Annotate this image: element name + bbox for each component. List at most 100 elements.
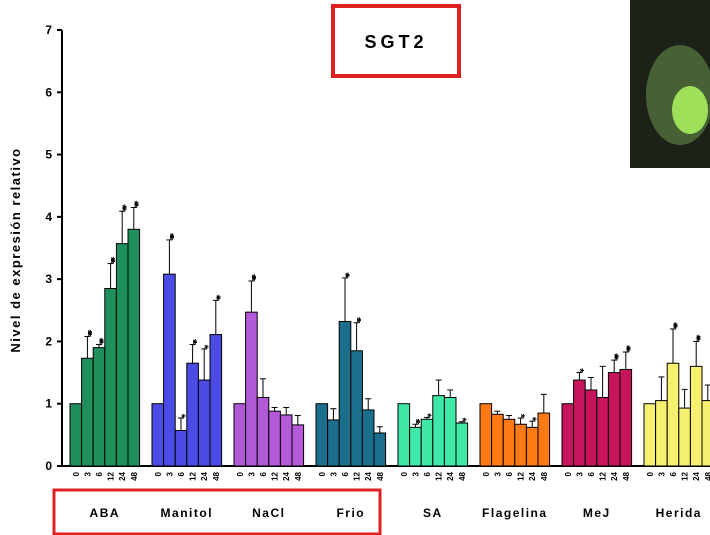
bar [421,419,433,466]
bar [690,366,702,466]
x-tick-label: 12 [107,471,116,480]
group-label: Manitol [161,506,214,520]
x-tick-label: 3 [247,471,256,476]
bar [292,425,304,466]
bar [351,351,363,466]
x-tick-label: 12 [189,471,198,480]
x-tick-label: 3 [329,471,338,476]
bar [82,358,94,466]
bar [492,414,504,466]
x-tick-label: 3 [165,471,174,476]
bar [644,404,656,466]
x-tick-label: 12 [681,471,690,480]
y-tick-label: 0 [45,459,52,473]
x-tick-label: 0 [564,471,573,476]
bar [526,427,538,466]
group-label: NaCl [252,506,285,520]
x-tick-label: 24 [282,471,291,480]
y-tick-label: 2 [45,334,52,348]
bar [480,404,492,466]
x-tick-label: 6 [669,471,678,476]
x-tick-label: 6 [341,471,350,476]
x-tick-label: 12 [599,471,608,480]
bar [515,424,527,466]
x-tick-label: 12 [517,471,526,480]
bar [128,229,140,466]
bar [116,244,128,466]
y-tick-label: 1 [45,397,52,411]
bar [433,396,445,466]
bar [316,404,328,466]
x-tick-label: 24 [610,471,619,480]
chart: SGT2 Nivel de expresión relativo 0123456… [0,0,710,535]
x-tick-label: 48 [130,471,139,480]
x-tick-label: 48 [458,471,467,480]
bar [656,401,668,466]
x-tick-label: 3 [493,471,502,476]
bar [328,420,340,466]
bar [702,401,710,466]
x-tick-label: 3 [657,471,666,476]
x-tick-label: 0 [72,471,81,476]
bar [562,404,574,466]
x-tick-label: 48 [704,471,710,480]
group-label: MeJ [583,506,611,520]
bar [608,373,620,466]
bar [398,404,410,466]
y-tick-label: 6 [45,85,52,99]
y-tick-label: 3 [45,272,52,286]
bar [257,397,269,466]
y-axis-label: Nivel de expresión relativo [8,147,23,352]
bar [152,404,164,466]
x-tick-label: 6 [505,471,514,476]
x-tick-label: 48 [376,471,385,480]
x-tick-label: 6 [587,471,596,476]
x-tick-label: 12 [271,471,280,480]
bar [410,427,422,466]
x-tick-label: 0 [154,471,163,476]
x-tick-label: 24 [364,471,373,480]
x-tick-label: 48 [540,471,549,480]
bar [362,410,374,466]
bar [339,321,351,466]
bar [574,380,586,466]
x-tick-label: 0 [646,471,655,476]
x-tick-label: 6 [95,471,104,476]
x-tick-label: 3 [411,471,420,476]
bar [679,408,691,466]
bar [175,430,187,466]
bar [269,411,281,466]
bar [246,312,258,466]
y-tick-label: 7 [45,23,52,37]
bar [585,390,597,466]
chart-title: SGT2 [364,32,427,52]
x-tick-label: 24 [446,471,455,480]
bar [374,433,386,466]
x-tick-label: 12 [435,471,444,480]
x-tick-label: 24 [200,471,209,480]
bar [538,413,550,466]
bar [105,288,117,466]
bar [93,348,105,466]
photo-leaf [672,86,708,134]
x-tick-label: 12 [353,471,362,480]
x-tick-label: 0 [318,471,327,476]
group-label: SA [423,506,443,520]
group-label: Herida [656,506,702,520]
bar [164,274,176,466]
x-tick-label: 0 [400,471,409,476]
x-tick-label: 3 [575,471,584,476]
x-tick-label: 3 [83,471,92,476]
bar [597,397,609,466]
x-tick-label: 0 [236,471,245,476]
bar [667,363,679,466]
bar [198,380,210,466]
group-label: Frio [336,506,365,520]
x-tick-label: 24 [528,471,537,480]
y-tick-label: 4 [45,210,52,224]
x-tick-label: 0 [482,471,491,476]
x-tick-label: 24 [118,471,127,480]
x-tick-label: 48 [212,471,221,480]
x-tick-label: 6 [423,471,432,476]
x-tick-label: 24 [692,471,701,480]
